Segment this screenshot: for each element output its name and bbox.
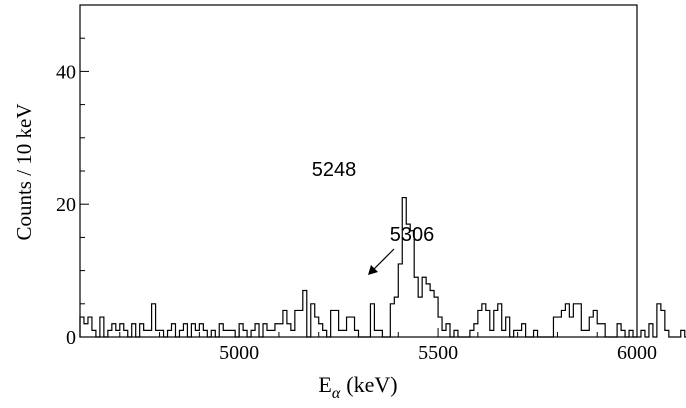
annotation-arrowhead xyxy=(368,265,378,275)
y-tick-label: 20 xyxy=(56,194,76,216)
peak-label-5306: 5306 xyxy=(390,224,435,246)
axis-ticks xyxy=(79,4,638,338)
x-tick-label: 5500 xyxy=(418,342,458,364)
y-tick-label: 40 xyxy=(56,61,76,83)
x-axis-label-unit: (keV) xyxy=(346,372,397,397)
y-axis-label: Counts / 10 keV xyxy=(12,103,36,240)
histogram-series xyxy=(79,196,686,338)
x-axis-label: Eα (keV) xyxy=(318,372,397,402)
plot-frame xyxy=(79,4,638,338)
x-axis-label-sub: α xyxy=(332,385,341,402)
peak-label-5248: 5248 xyxy=(312,159,357,181)
y-tick-label: 0 xyxy=(66,327,76,349)
x-tick-label: 6000 xyxy=(617,342,657,364)
annotation-arrow xyxy=(371,248,395,272)
x-axis-label-main: E xyxy=(318,372,331,397)
x-tick-label: 5000 xyxy=(219,342,259,364)
tick-labels: 5000 5500 6000 0 20 40 xyxy=(56,61,657,364)
